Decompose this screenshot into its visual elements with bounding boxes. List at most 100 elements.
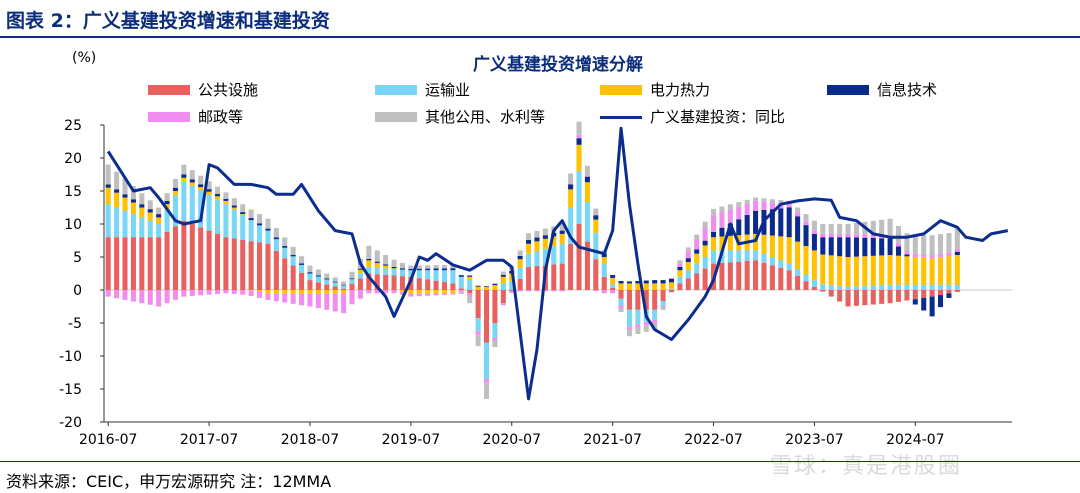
bar-segment bbox=[290, 256, 296, 266]
bar-segment bbox=[744, 215, 750, 235]
bar-segment bbox=[492, 285, 498, 290]
bar-segment bbox=[845, 237, 851, 257]
bar-segment bbox=[341, 293, 347, 314]
bar-segment bbox=[114, 207, 120, 238]
bar-segment bbox=[206, 230, 212, 290]
bar-segment bbox=[189, 290, 195, 296]
bar-segment bbox=[769, 257, 775, 266]
bar-segment bbox=[584, 202, 590, 242]
bar-segment bbox=[315, 282, 321, 290]
bar-segment bbox=[349, 278, 355, 280]
bar-segment bbox=[626, 290, 632, 310]
bar-segment bbox=[736, 206, 742, 220]
bar-segment bbox=[904, 254, 910, 257]
bar-segment bbox=[517, 279, 523, 290]
bar-segment bbox=[761, 253, 767, 263]
bar-segment bbox=[870, 234, 876, 238]
y-tick-label: -5 bbox=[68, 316, 82, 332]
legend-swatch bbox=[600, 85, 642, 95]
bar-segment bbox=[231, 205, 237, 208]
bar-segment bbox=[214, 196, 221, 200]
bar-segment bbox=[332, 293, 338, 312]
bar-segment bbox=[484, 286, 490, 290]
bar-segment bbox=[954, 251, 960, 256]
legend-label: 电力热力 bbox=[650, 81, 711, 99]
bar-segment bbox=[130, 237, 136, 290]
bar-segment bbox=[954, 255, 960, 285]
bar-segment bbox=[273, 293, 279, 302]
bar-segment bbox=[542, 248, 548, 266]
bar-segment bbox=[761, 198, 767, 202]
bar-segment bbox=[206, 181, 212, 190]
source-note: 资料来源：CEIC，申万宏源研究 注：12MMA bbox=[6, 472, 332, 491]
bar-segment bbox=[677, 260, 683, 264]
bar-segment bbox=[156, 224, 162, 238]
bar-segment bbox=[946, 293, 952, 298]
bar-segment bbox=[736, 219, 742, 236]
bar-segment bbox=[231, 290, 237, 294]
bar-segment bbox=[374, 267, 380, 275]
bar-segment bbox=[181, 164, 187, 175]
bar-segment bbox=[904, 251, 910, 255]
bar-segment bbox=[181, 174, 187, 178]
bar-segment bbox=[139, 237, 145, 290]
bar-segment bbox=[542, 290, 548, 292]
bar-segment bbox=[601, 263, 607, 277]
bar-segment bbox=[938, 290, 944, 296]
bar-segment bbox=[921, 284, 927, 290]
bar-segment bbox=[147, 220, 153, 238]
bar-segment bbox=[484, 286, 490, 287]
bar-segment bbox=[206, 189, 212, 192]
bar-segment bbox=[332, 281, 338, 283]
bar-segment bbox=[601, 290, 607, 294]
bar-segment bbox=[324, 273, 330, 279]
bar-segment bbox=[198, 227, 204, 290]
bar-segment bbox=[307, 273, 313, 281]
bar-segment bbox=[820, 254, 826, 285]
bar-segment bbox=[568, 189, 574, 208]
bar-segment bbox=[450, 283, 456, 290]
bar-segment bbox=[870, 255, 876, 286]
bar-segment bbox=[837, 285, 843, 291]
bar-segment bbox=[458, 292, 464, 294]
x-tick-label: 2019-07 bbox=[382, 432, 441, 448]
bar-segment bbox=[694, 234, 700, 240]
bar-segment bbox=[357, 269, 363, 274]
bar-segment bbox=[399, 290, 405, 292]
bar-segment bbox=[164, 209, 170, 232]
bar-segment bbox=[929, 258, 935, 285]
bar-segment bbox=[467, 280, 473, 290]
bar-segment bbox=[458, 288, 464, 290]
bar-segment bbox=[206, 194, 212, 231]
bar-segment bbox=[626, 326, 632, 330]
bar-segment bbox=[265, 290, 271, 294]
bar-segment bbox=[248, 241, 254, 290]
bar-segment bbox=[475, 290, 481, 319]
bar-segment bbox=[786, 207, 792, 238]
bar-segment bbox=[500, 276, 506, 284]
bar-segment bbox=[198, 184, 204, 188]
bar-segment bbox=[727, 235, 733, 251]
bar-segment bbox=[383, 290, 389, 294]
bar-segment bbox=[332, 277, 338, 282]
bar-segment bbox=[147, 290, 153, 305]
bar-segment bbox=[626, 309, 632, 327]
x-tick-label: 2022-07 bbox=[684, 432, 743, 448]
bar-segment bbox=[584, 175, 590, 177]
bar-segment bbox=[828, 290, 834, 297]
bar-segment bbox=[416, 290, 422, 294]
x-tick-label: 2018-07 bbox=[281, 432, 340, 448]
bar-segment bbox=[618, 308, 624, 312]
bar-segment bbox=[130, 290, 136, 302]
bar-segment bbox=[492, 340, 498, 348]
bar-segment bbox=[257, 290, 263, 292]
bar-segment bbox=[147, 237, 153, 290]
bar-segment bbox=[299, 263, 305, 265]
bar-segment bbox=[290, 293, 296, 304]
bar-segment bbox=[307, 280, 313, 290]
bar-segment bbox=[509, 281, 515, 290]
bar-segment bbox=[887, 238, 893, 256]
bar-segment bbox=[341, 281, 347, 285]
bar-segment bbox=[568, 207, 574, 244]
bar-segment bbox=[895, 243, 902, 247]
